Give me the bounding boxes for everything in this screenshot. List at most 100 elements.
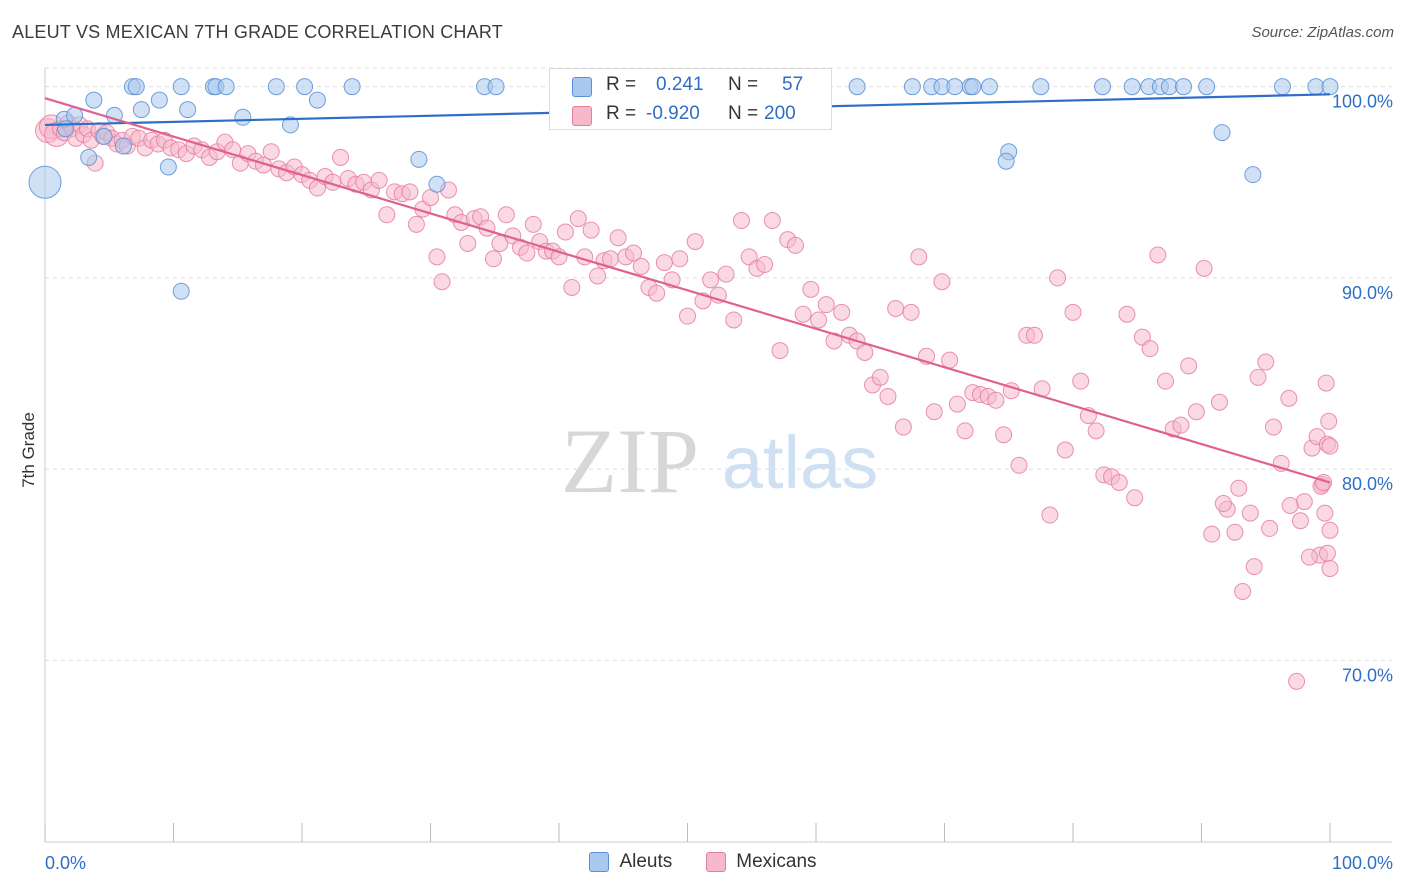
aleut-point: [159, 158, 177, 176]
stats-row-mexicans: R = -0.920 N = 200: [550, 100, 831, 130]
aleut-point: [903, 78, 921, 96]
mexican-point: [871, 368, 889, 386]
mexican-point: [1280, 389, 1298, 407]
aleut-point: [1213, 124, 1231, 142]
aleut-point: [217, 78, 235, 96]
aleut-point: [980, 78, 998, 96]
mexican-point: [569, 210, 587, 228]
mexican-point: [524, 215, 542, 233]
aleut-point: [410, 150, 428, 168]
y-tick-label: 80.0%: [1342, 474, 1393, 494]
legend-swatch-aleuts: [589, 852, 610, 872]
mexican-point: [1025, 326, 1043, 344]
mexican-point: [1281, 496, 1299, 514]
aleut-point: [1123, 78, 1141, 96]
mexican-point: [497, 206, 515, 224]
mexican-point: [1241, 504, 1259, 522]
aleut-point: [1244, 166, 1262, 184]
mexican-point: [1072, 372, 1090, 390]
mexican-point: [763, 212, 781, 230]
aleuts-n-value: 57: [782, 74, 804, 95]
aleut-point: [234, 108, 252, 126]
mexican-point: [1049, 269, 1067, 287]
x-tick-label: 0.0%: [45, 853, 86, 873]
mexican-point: [1149, 246, 1167, 264]
mexican-point: [941, 351, 959, 369]
mexican-point: [910, 248, 928, 266]
mexican-point: [771, 342, 789, 360]
legend-item-aleuts[interactable]: Aleuts: [589, 851, 672, 873]
mexican-point: [1321, 560, 1339, 578]
mexican-point: [1291, 512, 1309, 530]
aleut-point: [132, 101, 150, 119]
y-tick-label: 90.0%: [1342, 283, 1393, 303]
mexican-point: [671, 250, 689, 268]
mexican-point: [407, 215, 425, 233]
mexican-point: [756, 256, 774, 274]
stats-row-aleuts: R = 0.241 N = 57: [550, 71, 831, 101]
mexican-point: [1126, 489, 1144, 507]
mexican-point: [1214, 495, 1232, 513]
legend-label-aleuts: Aleuts: [619, 851, 673, 872]
series-legend: Aleuts Mexicans: [0, 851, 1406, 873]
aleut-point: [267, 78, 285, 96]
mexican-point: [902, 303, 920, 321]
stats-legend: R = 0.241 N = 57 R = -0.920 N = 200: [549, 68, 832, 130]
aleut-point: [997, 152, 1015, 170]
mexican-point: [725, 311, 743, 329]
aleut-point: [281, 116, 299, 134]
mexican-point: [1226, 523, 1244, 541]
aleut-point: [487, 78, 505, 96]
x-tick-label: 100.0%: [1332, 853, 1393, 873]
mexican-point: [802, 280, 820, 298]
mexican-point: [370, 171, 388, 189]
aleut-point: [172, 78, 190, 96]
mexican-point: [1195, 259, 1213, 277]
mexican-point: [625, 244, 643, 262]
legend-label-mexicans: Mexicans: [736, 851, 817, 872]
aleut-point: [80, 148, 98, 166]
mexican-point: [817, 296, 835, 314]
mexican-point: [556, 223, 574, 241]
mexican-point: [1110, 474, 1128, 492]
mexican-point: [1180, 357, 1198, 375]
mexican-point: [1087, 422, 1105, 440]
mexican-point: [686, 233, 704, 251]
mexican-point: [1288, 672, 1306, 690]
aleut-point: [127, 78, 145, 96]
aleut-point: [296, 78, 314, 96]
aleut-point: [150, 91, 168, 109]
mexican-point: [1245, 558, 1263, 576]
mexican-point: [1261, 519, 1279, 537]
points-layer: [28, 78, 1339, 690]
aleut-point: [1094, 78, 1112, 96]
watermark-atlas: atlas: [722, 421, 878, 504]
mexican-point: [655, 254, 673, 272]
mexican-point: [1249, 368, 1267, 386]
mexican-point: [1230, 479, 1248, 497]
mexican-point: [648, 284, 666, 302]
mexican-point: [428, 248, 446, 266]
mexican-point: [1172, 416, 1190, 434]
mexican-point: [601, 250, 619, 268]
mexican-point: [332, 148, 350, 166]
aleut-point: [85, 91, 103, 109]
aleut-point: [172, 282, 190, 300]
watermark: ZIP atlas: [561, 410, 878, 512]
mexican-point: [732, 212, 750, 230]
mexican-point: [786, 236, 804, 254]
mexican-point: [1157, 372, 1175, 390]
mexican-point: [1264, 418, 1282, 436]
mexican-point: [717, 265, 735, 283]
mexican-point: [702, 271, 720, 289]
legend-item-mexicans[interactable]: Mexicans: [706, 851, 817, 873]
source-label: Source: ZipAtlas.com: [1251, 24, 1394, 41]
mexican-point: [1318, 544, 1336, 562]
mexican-point: [433, 273, 451, 291]
y-tick-label: 70.0%: [1342, 665, 1393, 685]
mexican-point: [887, 299, 905, 317]
mexican-point: [1056, 441, 1074, 459]
mexican-point: [810, 311, 828, 329]
y-axis-title: 7th Grade: [19, 412, 38, 488]
